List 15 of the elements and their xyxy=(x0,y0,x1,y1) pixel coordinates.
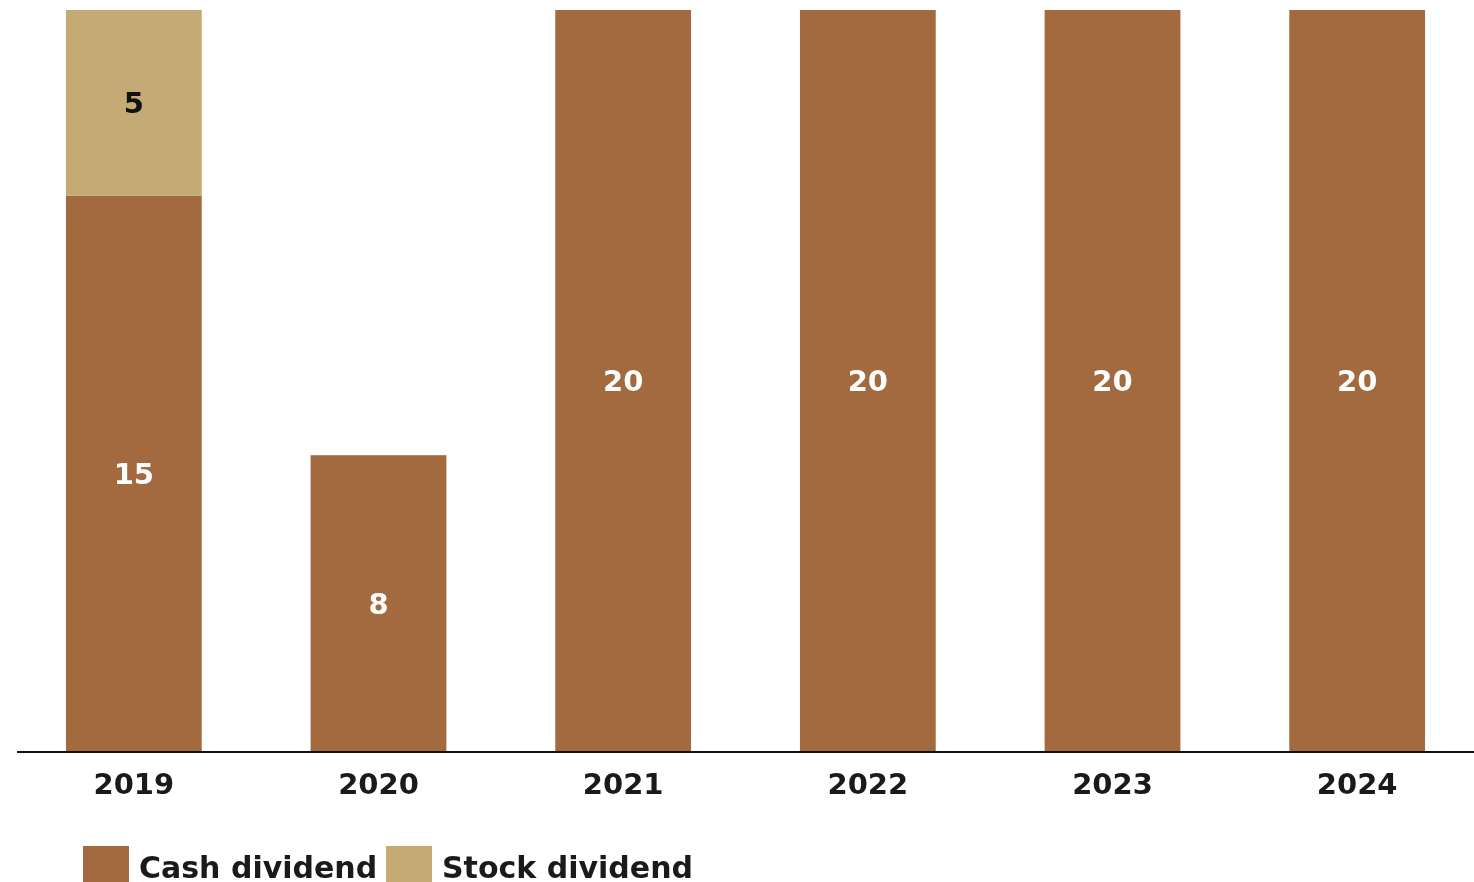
data-label: 20 xyxy=(1092,364,1133,399)
data-label: 20 xyxy=(602,364,644,399)
x-tick-label: 2024 xyxy=(1316,767,1398,801)
x-tick-label: 2019 xyxy=(93,767,175,801)
data-label: 15 xyxy=(113,456,155,491)
data-label: 5 xyxy=(123,85,144,120)
x-tick-label: 2022 xyxy=(827,767,909,801)
x-tick-label: 2021 xyxy=(582,767,664,801)
legend-label: Cash dividend xyxy=(139,850,378,882)
x-tick-label: 2023 xyxy=(1072,767,1153,801)
x-tick-label: 2020 xyxy=(338,767,419,801)
data-label: 8 xyxy=(368,586,389,621)
legend-label: Stock dividend xyxy=(442,850,693,882)
data-label: 20 xyxy=(1336,364,1378,399)
data-label: 20 xyxy=(847,364,889,399)
